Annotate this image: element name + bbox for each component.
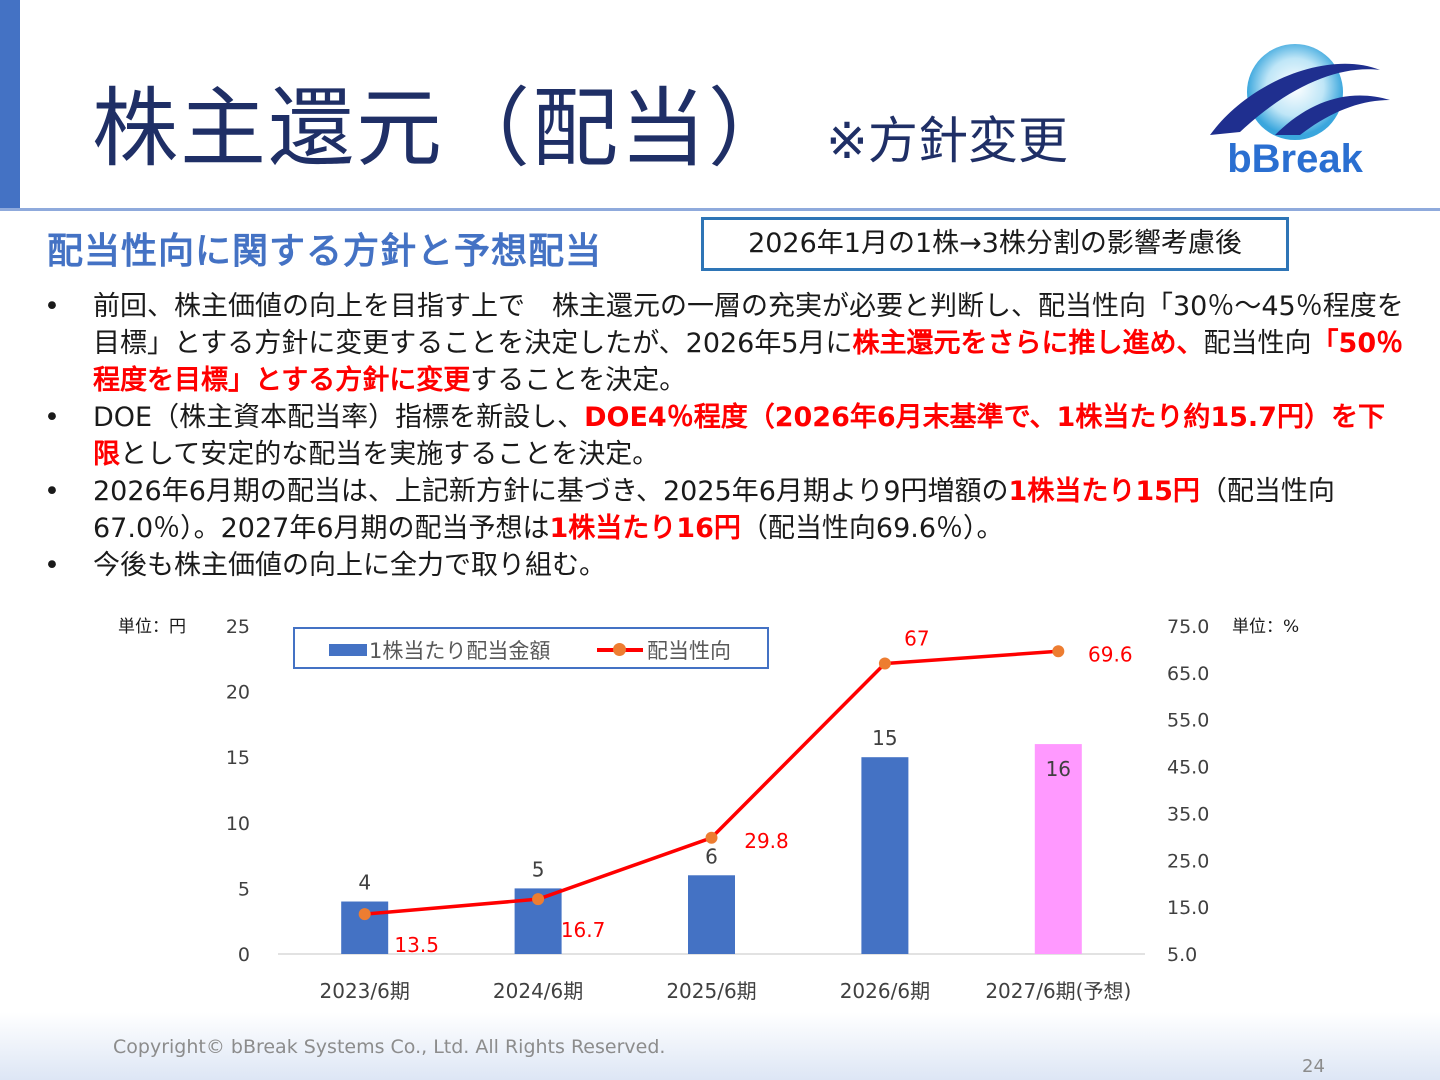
copyright-text: Copyright© bBreak Systems Co., Ltd. All … [113,1036,666,1058]
footer-band [0,1012,1440,1080]
bullet-emphasis-text: DOE4％程度（2026年6月末基準で、1株当たり約15.7円）を下限 [93,402,1385,470]
bullet-marker: • [44,476,60,507]
payout-ratio-label: 69.6 [1088,642,1133,666]
bullet-text: として安定的な配当を実施することを決定。 [120,439,660,470]
dividend-bar [688,875,735,954]
legend-marker-swatch [613,643,626,656]
left-axis-tick-label: 20 [226,682,250,704]
right-axis-tick-label: 55.0 [1167,710,1209,732]
bullet-emphasis-text: 株主還元をさらに推し進め、 [852,328,1204,359]
left-axis-tick-label: 0 [238,944,250,966]
right-axis-tick-label: 25.0 [1167,850,1209,872]
category-label: 2024/6期 [493,979,583,1003]
left-axis-tick-label: 5 [238,878,250,900]
section-title: 配当性向に関する方針と予想配当 [47,231,603,272]
payout-ratio-point [358,908,371,921]
payout-ratio-line [364,649,1059,916]
policy-change-note: ※方針変更 [826,112,1068,170]
legend-label-dividend: 1株当たり配当金額 [369,639,551,663]
right-axis-tick-label: 15.0 [1167,897,1209,919]
bullet-text: （配当性向69.6％）。 [740,513,1004,544]
dividend-bar-label: 4 [358,871,371,895]
bullet-item: • 前回、株主価値の向上を目指す上で 株主還元の一層の充実が必要と判断し、配当性向… [40,288,1410,399]
payout-ratio-point [705,831,718,844]
header-divider [0,208,1440,211]
payout-ratio-point [1052,645,1065,658]
dividend-bar-label: 6 [705,844,718,868]
right-axis-tick-label: 5.0 [1167,944,1197,966]
bullet-text: 今後も株主価値の向上に全力で取り組む。 [93,550,606,581]
bbreak-logo: bBreak [1210,44,1390,180]
payout-ratio-label: 29.8 [744,829,789,853]
right-axis-tick-label: 45.0 [1167,757,1209,779]
accent-side-bar [0,0,20,210]
dividend-bar [861,757,909,954]
payout-ratio-point [878,657,891,670]
bullet-emphasis-text: 1株当たり15円 [1008,476,1200,507]
dividend-bar-label: 5 [532,857,545,881]
bullet-marker: • [44,550,60,581]
page-number: 24 [1302,1056,1325,1077]
policy-bullet-list: • 前回、株主価値の向上を目指す上で 株主還元の一層の充実が必要と判断し、配当性向… [40,288,1410,584]
bullet-emphasis-text: 「50％程度を目標」とする方針に変更 [93,328,1404,396]
category-label: 2025/6期 [666,979,756,1003]
stock-split-note-box: 2026年1月の1株→3株分割の影響考慮後 [701,217,1289,271]
bullet-item: • 今後も株主価値の向上に全力で取り組む。 [40,547,1410,584]
bullet-marker: • [44,291,60,322]
category-label: 2027/6期(予想) [985,979,1131,1003]
payout-ratio-point [532,893,545,906]
legend-bar-swatch [329,644,367,656]
bullet-text: 配当性向 [1203,328,1312,359]
bullet-item: • 2026年6月期の配当は、上記新方針に基づき、2025年6月期より9円増額の1… [40,473,1410,547]
dividend-bar [1034,744,1082,954]
bullet-marker: • [44,402,60,433]
dividend-bar-label: 15 [872,726,897,750]
left-axis-tick-label: 10 [226,813,250,835]
bullet-text: （配当性向67.0％）。2027年6月期の配当予想は [93,476,1335,544]
bullet-text: DOE（株主資本配当率）指標を新設し、 [93,402,585,433]
bullet-emphasis-text: 1株当たり16円 [549,513,741,544]
left-axis-unit-label: 単位：円 [118,617,186,637]
left-axis-tick-label: 15 [226,747,250,769]
right-axis-tick-label: 35.0 [1167,803,1209,825]
payout-ratio-label: 16.7 [561,918,606,942]
right-axis-tick-label: 75.0 [1167,616,1209,638]
logo-text: bBreak [1227,137,1363,180]
payout-ratio-label: 13.5 [394,933,439,957]
right-axis-tick-label: 65.0 [1167,663,1209,685]
payout-ratio-label: 67 [904,626,929,650]
slide-title-area: 株主還元（配当） ※方針変更 [92,58,1068,179]
left-axis-tick-label: 25 [226,616,250,638]
bullet-text: 2026年6月期の配当は、上記新方針に基づき、2025年6月期より9円増額の [93,476,1009,507]
category-label: 2026/6期 [840,979,930,1003]
slide-title: 株主還元（配当） [92,79,796,179]
right-axis-unit-label: 単位：% [1232,617,1300,637]
legend-label-payout-ratio: 配当性向 [647,639,731,663]
bullet-text: することを決定。 [470,365,687,396]
chart-legend: 1株当たり配当金額 配当性向 [293,627,769,669]
dividend-bar-label: 16 [1046,757,1071,781]
logo-swoosh-icon [1210,63,1380,135]
bullet-text: 前回、株主価値の向上を目指す上で 株主還元の一層の充実が必要と判断し、配当性向「… [93,291,1404,359]
dividend-chart: 0 5 10 15 20 25 5.0 15.0 25.0 35.0 45.0 55.0 65.0 75.… [226,616,1210,1003]
bullet-item: • DOE（株主資本配当率）指標を新設し、DOE4％程度（2026年6月末基準で、… [40,399,1410,473]
category-label: 2023/6期 [320,979,410,1003]
